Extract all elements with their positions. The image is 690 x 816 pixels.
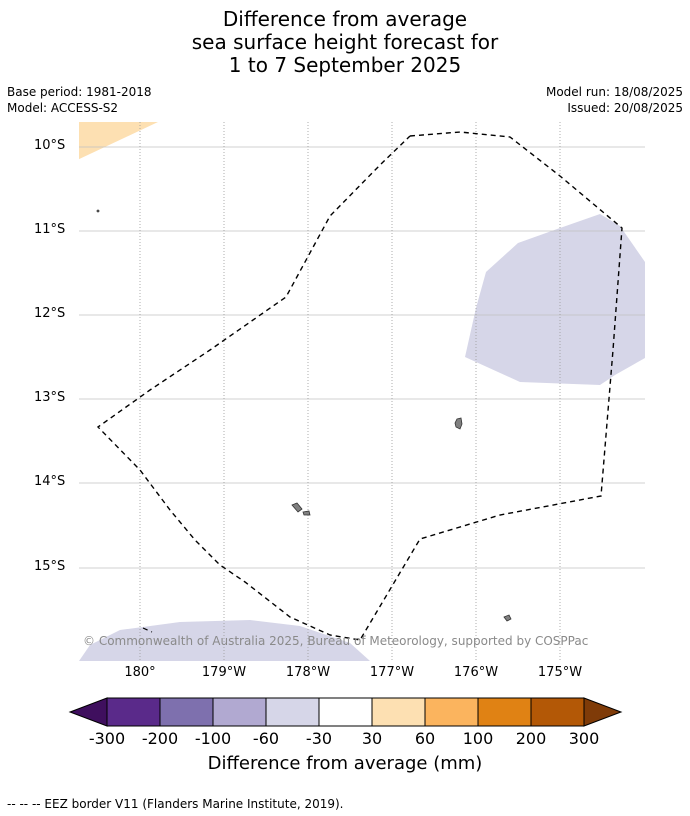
lat-label-14s: 14°S <box>34 474 66 489</box>
island-futuna <box>291 502 303 513</box>
lat-label-15s: 15°S <box>34 559 66 574</box>
colorbar-label-8: 100 <box>462 729 494 748</box>
islet-west <box>96 209 100 213</box>
colorbar-segment-9 <box>530 697 585 727</box>
anomaly-blue-patch-east <box>465 214 645 385</box>
islands <box>96 209 512 622</box>
map-area <box>79 122 645 661</box>
lon-label-180: 180° <box>124 665 156 680</box>
title-line-3: 1 to 7 September 2025 <box>228 53 462 77</box>
colorbar-segment-2 <box>159 697 214 727</box>
lon-label-175w: 175°W <box>537 665 583 680</box>
copyright-notice: © Commonwealth of Australia 2025, Bureau… <box>83 634 589 648</box>
base-period-text: Base period: 1981-2018 <box>7 85 152 99</box>
run-info: Model run: 18/08/2025 Issued: 20/08/2025 <box>546 84 683 116</box>
colorbar-label-10: 300 <box>568 729 600 748</box>
lat-label-12s: 12°S <box>34 306 66 321</box>
model-run-text: Model run: 18/08/2025 <box>545 85 683 99</box>
colorbar-label-5: -30 <box>305 729 333 748</box>
colorbar-segment-1 <box>106 697 161 727</box>
colorbar-segment-6 <box>371 697 426 727</box>
colorbar-label-2: -200 <box>141 729 179 748</box>
lat-label-10s: 10°S <box>34 138 66 153</box>
colorbar-title: Difference from average (mm) <box>207 753 483 774</box>
colorbar-segment-8 <box>477 697 532 727</box>
island-alofi <box>302 510 311 516</box>
colorbar-label-7: 60 <box>414 729 436 748</box>
colorbar-extend-low <box>68 697 108 727</box>
model-text: Model: ACCESS-S2 <box>7 101 119 115</box>
anomaly-orange-patch <box>79 122 158 160</box>
island-south <box>503 614 512 622</box>
colorbar-label-6: 30 <box>361 729 383 748</box>
longitude-gridlines <box>139 122 561 661</box>
colorbar-label-4: -60 <box>252 729 280 748</box>
lon-label-177w: 177°W <box>369 665 415 680</box>
island-wallis <box>454 417 463 430</box>
lon-label-176w: 176°W <box>453 665 499 680</box>
eez-border-south-fragment <box>142 627 153 633</box>
colorbar-label-3: -100 <box>194 729 232 748</box>
colorbar-extend-high <box>583 697 623 727</box>
colorbar-segment-3 <box>212 697 267 727</box>
lat-label-13s: 13°S <box>34 390 66 405</box>
colorbar-label-9: 200 <box>515 729 547 748</box>
lat-label-11s: 11°S <box>34 222 66 237</box>
colorbar-segment-4 <box>265 697 320 727</box>
eez-border <box>96 131 623 641</box>
map-title: Difference from average sea surface heig… <box>0 8 690 77</box>
eez-footnote: -- -- -- EEZ border V11 (Flanders Marine… <box>7 797 344 811</box>
colorbar-label-1: -300 <box>88 729 126 748</box>
model-info: Base period: 1981-2018 Model: ACCESS-S2 <box>7 84 152 116</box>
colorbar <box>68 697 623 727</box>
lon-label-178w: 178°W <box>285 665 331 680</box>
lon-label-179w: 179°W <box>201 665 247 680</box>
title-line-2: sea surface height forecast for <box>191 30 499 54</box>
colorbar-segment-7 <box>424 697 479 727</box>
title-line-1: Difference from average <box>222 7 468 31</box>
anomaly-blue-patch-south <box>79 620 370 661</box>
issued-text: Issued: 20/08/2025 <box>567 101 683 115</box>
colorbar-segment-5 <box>318 697 373 727</box>
latitude-gridlines <box>79 146 645 569</box>
